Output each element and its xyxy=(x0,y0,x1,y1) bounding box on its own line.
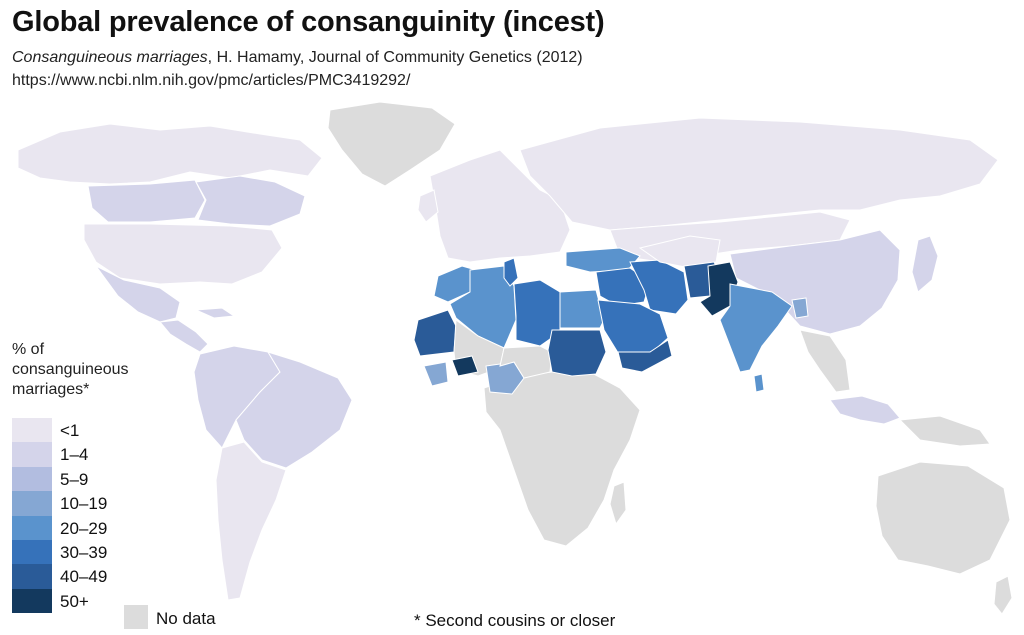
no-data-label: No data xyxy=(156,609,216,628)
subtitle-citation: , H. Hamamy, Journal of Community Geneti… xyxy=(207,49,583,66)
region-arctic-north-america xyxy=(17,123,323,185)
region-bangladesh xyxy=(791,297,809,319)
footnote: * Second cousins or closer xyxy=(414,611,616,630)
region-indonesia xyxy=(829,395,901,425)
legend-title-line-3: marriages* xyxy=(12,381,90,398)
legend-swatch xyxy=(12,442,52,467)
legend-label: 30–39 xyxy=(60,542,108,562)
region-burkina-faso xyxy=(451,355,479,377)
legend-title-line-2: consanguineous xyxy=(12,361,129,378)
source-url: https://www.ncbi.nlm.nih.gov/pmc/article… xyxy=(12,72,411,89)
legend-label: 20–29 xyxy=(60,518,108,538)
region-canada-east xyxy=(195,175,306,227)
region-central-america xyxy=(159,319,209,353)
region-usa xyxy=(83,223,283,285)
legend-swatch xyxy=(12,491,52,516)
legend-label: 1–4 xyxy=(60,445,89,465)
region-iraq xyxy=(595,267,651,307)
legend-swatch xyxy=(12,564,52,589)
region-new-zealand xyxy=(993,575,1013,615)
region-chad xyxy=(499,345,553,379)
legend-swatch xyxy=(12,466,52,492)
region-southeast-asia xyxy=(799,329,851,393)
no-data-swatch xyxy=(124,605,148,629)
legend-label: 10–19 xyxy=(60,494,108,514)
region-central-asia-stans xyxy=(638,235,721,269)
region-sudan xyxy=(547,329,607,377)
legend-label: 5–9 xyxy=(60,469,89,489)
legend-swatch xyxy=(12,539,52,565)
region-uk xyxy=(417,189,439,223)
legend-label: <1 xyxy=(60,421,80,440)
region-europe xyxy=(429,149,571,263)
region-mauritania xyxy=(413,309,457,357)
region-greenland xyxy=(327,101,456,187)
region-australia xyxy=(875,461,1011,575)
region-pakistan xyxy=(699,261,739,317)
subtitle-italic: Consanguineous marriages xyxy=(12,49,208,66)
region-madagascar xyxy=(609,481,627,526)
legend-label: 40–49 xyxy=(60,567,108,587)
region-canada-west xyxy=(87,179,206,223)
region-russia xyxy=(519,117,999,231)
legend-title: % of consanguineous marriages* xyxy=(12,340,172,400)
region-southern-cone xyxy=(215,441,287,601)
region-brazil xyxy=(235,351,353,469)
region-yemen xyxy=(617,339,673,373)
legend-swatch xyxy=(12,515,52,540)
region-india xyxy=(719,283,793,373)
region-mexico xyxy=(95,265,181,323)
region-caribbean xyxy=(195,307,236,319)
region-indonesia-islands xyxy=(898,415,991,447)
map-title: Global prevalence of consanguinity (ince… xyxy=(12,6,605,38)
legend-label: 50+ xyxy=(60,591,89,611)
legend-swatch xyxy=(12,418,52,443)
region-egypt xyxy=(559,289,605,329)
region-japan xyxy=(911,235,939,293)
legend-swatch xyxy=(12,588,52,614)
region-sri-lanka xyxy=(753,373,765,393)
region-guinea xyxy=(423,361,449,387)
region-tunisia xyxy=(503,257,519,287)
map-subtitle: Consanguineous marriages, H. Hamamy, Jou… xyxy=(12,49,583,67)
legend-title-line-1: % of xyxy=(12,341,45,358)
